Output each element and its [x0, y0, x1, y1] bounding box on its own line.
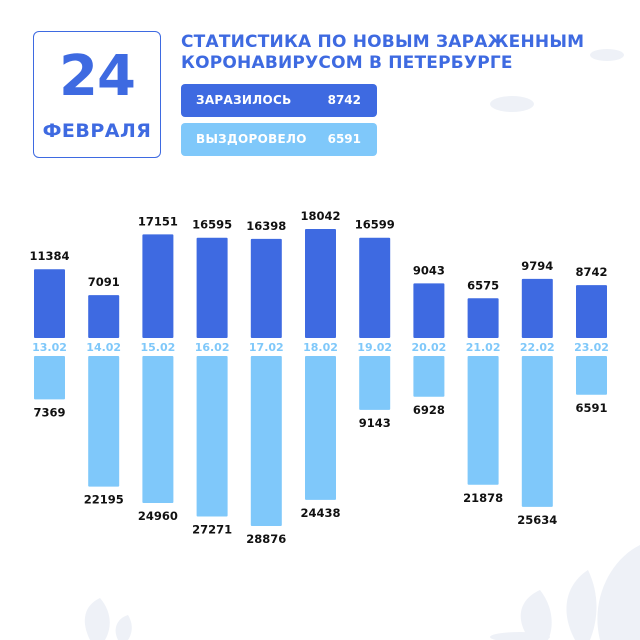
label-infected-21.02: 6575	[467, 278, 499, 292]
infected-label: ЗАРАЗИЛОСЬ	[196, 93, 292, 107]
label-infected-23.02: 8742	[575, 265, 607, 279]
date-label-20.02: 20.02	[412, 341, 447, 354]
label-recovered-23.02: 6591	[575, 401, 607, 415]
label-recovered-22.02: 25634	[517, 513, 557, 527]
date-label-17.02: 17.02	[249, 341, 284, 354]
date-label-13.02: 13.02	[32, 341, 67, 354]
bar-infected-15.02	[142, 234, 174, 338]
bar-infected-20.02	[413, 283, 445, 338]
bar-infected-14.02	[88, 295, 120, 338]
label-recovered-21.02: 21878	[463, 491, 503, 505]
page-title-line1: СТАТИСТИКА ПО НОВЫМ ЗАРАЖЕННЫМ	[181, 32, 585, 52]
label-infected-18.02: 18042	[300, 209, 340, 223]
bar-recovered-17.02	[250, 356, 282, 526]
leaf-decoration-bottom-left	[84, 598, 132, 640]
date-label-19.02: 19.02	[357, 341, 392, 354]
bar-infected-17.02	[250, 238, 282, 338]
bar-recovered-19.02	[359, 356, 391, 410]
bar-recovered-15.02	[142, 356, 174, 503]
bar-infected-22.02	[521, 278, 553, 338]
label-infected-15.02: 17151	[138, 214, 178, 228]
bar-infected-23.02	[576, 285, 607, 338]
bar-recovered-22.02	[521, 356, 553, 507]
date-label-15.02: 15.02	[141, 341, 176, 354]
label-recovered-19.02: 9143	[359, 416, 391, 430]
label-recovered-20.02: 6928	[413, 403, 445, 417]
bar-recovered-16.02	[196, 356, 228, 517]
label-infected-19.02: 16599	[355, 218, 395, 232]
date-day: 24	[59, 44, 136, 109]
date-label-23.02: 23.02	[574, 341, 609, 354]
label-infected-20.02: 9043	[413, 263, 445, 277]
label-infected-17.02: 16398	[246, 219, 286, 233]
date-label-21.02: 21.02	[466, 341, 501, 354]
date-box: 24 ФЕВРАЛЯ	[33, 31, 161, 158]
label-recovered-18.02: 24438	[300, 506, 340, 520]
label-recovered-14.02: 22195	[84, 493, 124, 507]
bar-recovered-23.02	[576, 356, 607, 395]
recovered-label: ВЫЗДОРОВЕЛО	[196, 132, 307, 146]
bar-recovered-20.02	[413, 356, 445, 397]
label-recovered-13.02: 7369	[33, 405, 65, 419]
date-month: ФЕВРАЛЯ	[42, 120, 152, 142]
leaf-decoration-bottom-right	[490, 545, 640, 640]
label-infected-22.02: 9794	[521, 259, 553, 273]
recovered-value: 6591	[327, 132, 361, 146]
label-recovered-17.02: 28876	[246, 532, 286, 546]
recovered-summary-pill: ВЫЗДОРОВЕЛО 6591	[181, 123, 377, 156]
label-infected-16.02: 16595	[192, 218, 232, 232]
bar-infected-19.02	[359, 237, 391, 338]
date-label-18.02: 18.02	[303, 341, 338, 354]
bar-infected-16.02	[196, 237, 228, 338]
bar-recovered-13.02	[34, 356, 65, 400]
infected-value: 8742	[327, 93, 361, 107]
bar-recovered-14.02	[88, 356, 120, 487]
label-recovered-15.02: 24960	[138, 509, 178, 523]
bar-infected-18.02	[305, 229, 336, 338]
date-label-16.02: 16.02	[195, 341, 230, 354]
label-infected-14.02: 7091	[88, 275, 120, 289]
bar-recovered-18.02	[305, 356, 336, 500]
date-label-14.02: 14.02	[86, 341, 121, 354]
infected-summary-pill: ЗАРАЗИЛОСЬ 8742	[181, 84, 377, 117]
date-label-22.02: 22.02	[520, 341, 555, 354]
label-infected-13.02: 11384	[29, 249, 69, 263]
page-title-line2: КОРОНАВИРУСОМ В ПЕТЕРБУРГЕ	[181, 53, 513, 73]
bar-infected-13.02	[34, 269, 65, 338]
label-recovered-16.02: 27271	[192, 523, 232, 537]
bar-recovered-21.02	[467, 356, 499, 485]
bar-infected-21.02	[467, 298, 499, 338]
